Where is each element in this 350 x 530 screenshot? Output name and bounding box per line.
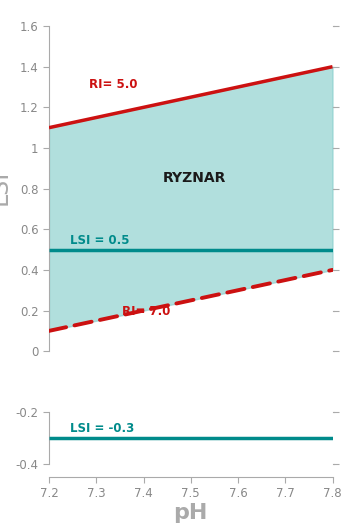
Text: RYZNAR: RYZNAR (162, 172, 226, 185)
Text: LSI = -0.3: LSI = -0.3 (70, 422, 134, 435)
Text: LSI = 0.5: LSI = 0.5 (70, 234, 130, 247)
Y-axis label: LSI: LSI (0, 170, 12, 205)
Text: RI= 5.0: RI= 5.0 (89, 78, 138, 92)
Text: RI= 7.0: RI= 7.0 (122, 305, 170, 318)
X-axis label: pH: pH (174, 503, 208, 523)
